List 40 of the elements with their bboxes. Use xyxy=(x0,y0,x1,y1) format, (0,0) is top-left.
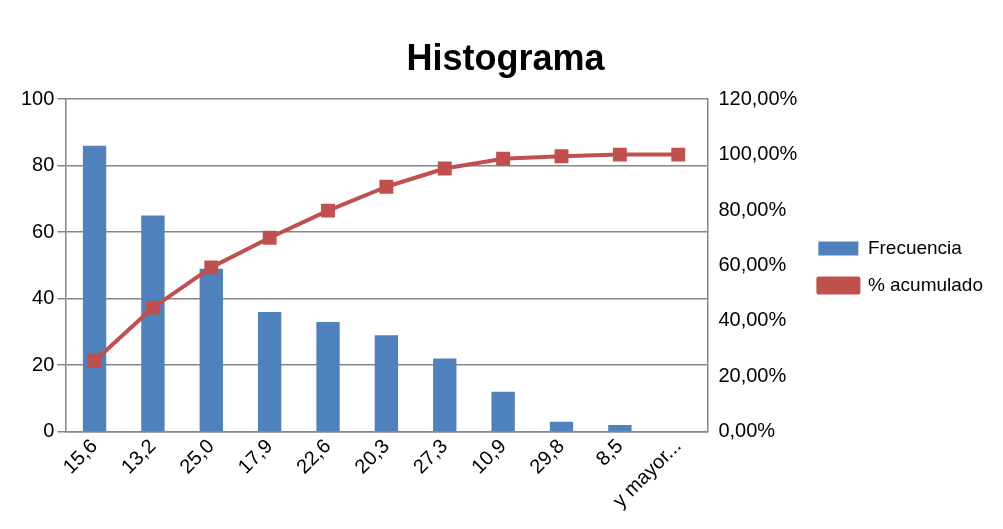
point xyxy=(262,230,277,245)
point xyxy=(204,260,219,275)
point xyxy=(612,147,627,162)
bar xyxy=(433,358,457,431)
bar xyxy=(549,421,574,431)
y2-tick-label: 20,00% xyxy=(718,363,787,386)
y2-tick-label: 80,00% xyxy=(718,197,787,220)
point xyxy=(554,149,569,164)
bar xyxy=(199,268,223,431)
bar xyxy=(491,391,515,431)
x-tick-label: 8,5 xyxy=(591,434,627,470)
y2-tick-label: 120,00% xyxy=(718,86,798,109)
y-tick-label: 60 xyxy=(32,219,55,242)
bar xyxy=(316,322,340,431)
y2-tick-label: 0,00% xyxy=(718,419,776,442)
point xyxy=(379,179,394,194)
y-tick-label: 80 xyxy=(32,153,55,176)
x-tick-label: 17,9 xyxy=(233,434,277,478)
bar xyxy=(374,335,399,431)
y2-tick-label: 60,00% xyxy=(718,252,787,275)
x-tick-label: 10,9 xyxy=(466,434,510,478)
y-tick-label: 0 xyxy=(43,419,55,442)
y2-tick-label: 100,00% xyxy=(718,142,798,165)
point xyxy=(145,300,160,315)
chart-title: Histograma xyxy=(406,36,606,78)
point xyxy=(496,151,511,166)
point xyxy=(321,203,335,218)
bar xyxy=(608,425,632,431)
bar xyxy=(141,215,165,431)
bar xyxy=(82,145,107,431)
point xyxy=(437,161,452,176)
point xyxy=(671,147,686,162)
y2-tick-label: 40,00% xyxy=(718,308,787,331)
y-tick-label: 20 xyxy=(32,352,55,375)
y-tick-label: 100 xyxy=(20,86,55,109)
legend-label: % acumulado xyxy=(867,273,983,295)
point xyxy=(87,354,102,369)
bar xyxy=(257,312,282,431)
y-tick-label: 40 xyxy=(32,286,55,309)
legend-label: Frecuencia xyxy=(867,236,963,258)
